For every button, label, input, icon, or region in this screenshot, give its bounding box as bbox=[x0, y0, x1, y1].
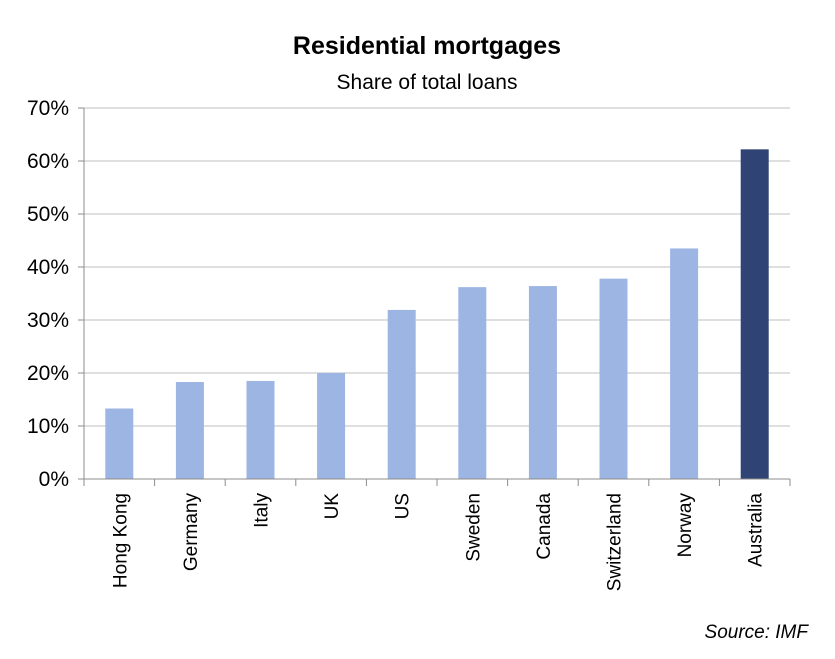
x-category-label: Switzerland bbox=[605, 493, 626, 591]
bar bbox=[387, 309, 416, 479]
bar bbox=[599, 278, 628, 479]
y-tick-label: 20% bbox=[27, 362, 69, 385]
bar bbox=[740, 149, 769, 479]
y-tick-label: 30% bbox=[27, 309, 69, 332]
bar bbox=[458, 287, 487, 479]
x-category-label: Italy bbox=[252, 493, 273, 528]
x-category-label: Hong Kong bbox=[110, 493, 131, 588]
bar bbox=[105, 408, 134, 479]
source-note: Source: IMF bbox=[705, 622, 810, 643]
axis-labels: 0% 10% 20% 30% 40% 50% 60% 70% Hong Kong Germany I… bbox=[27, 97, 767, 591]
bar bbox=[175, 382, 204, 479]
axes bbox=[78, 107, 791, 486]
x-category-label: US bbox=[393, 493, 414, 519]
y-tick-label: 50% bbox=[27, 203, 69, 226]
gridlines bbox=[84, 107, 790, 427]
y-tick-label: 70% bbox=[27, 97, 69, 120]
x-category-label: UK bbox=[322, 493, 343, 520]
y-tick-label: 60% bbox=[27, 150, 69, 173]
bar bbox=[317, 373, 346, 479]
x-category-label: Australia bbox=[746, 493, 767, 567]
x-category-label: Sweden bbox=[463, 493, 484, 562]
y-tick-label: 0% bbox=[39, 468, 69, 491]
y-tick-label: 40% bbox=[27, 256, 69, 279]
x-category-label: Norway bbox=[675, 493, 696, 558]
x-category-label: Canada bbox=[534, 493, 555, 560]
chart-subtitle: Share of total loans bbox=[337, 71, 518, 94]
x-category-label: Germany bbox=[181, 493, 202, 572]
chart-title: Residential mortgages bbox=[293, 32, 561, 60]
bar bbox=[528, 286, 557, 479]
bars bbox=[105, 149, 769, 479]
bar bbox=[246, 380, 275, 479]
y-tick-label: 10% bbox=[27, 415, 69, 438]
bar bbox=[670, 248, 699, 479]
